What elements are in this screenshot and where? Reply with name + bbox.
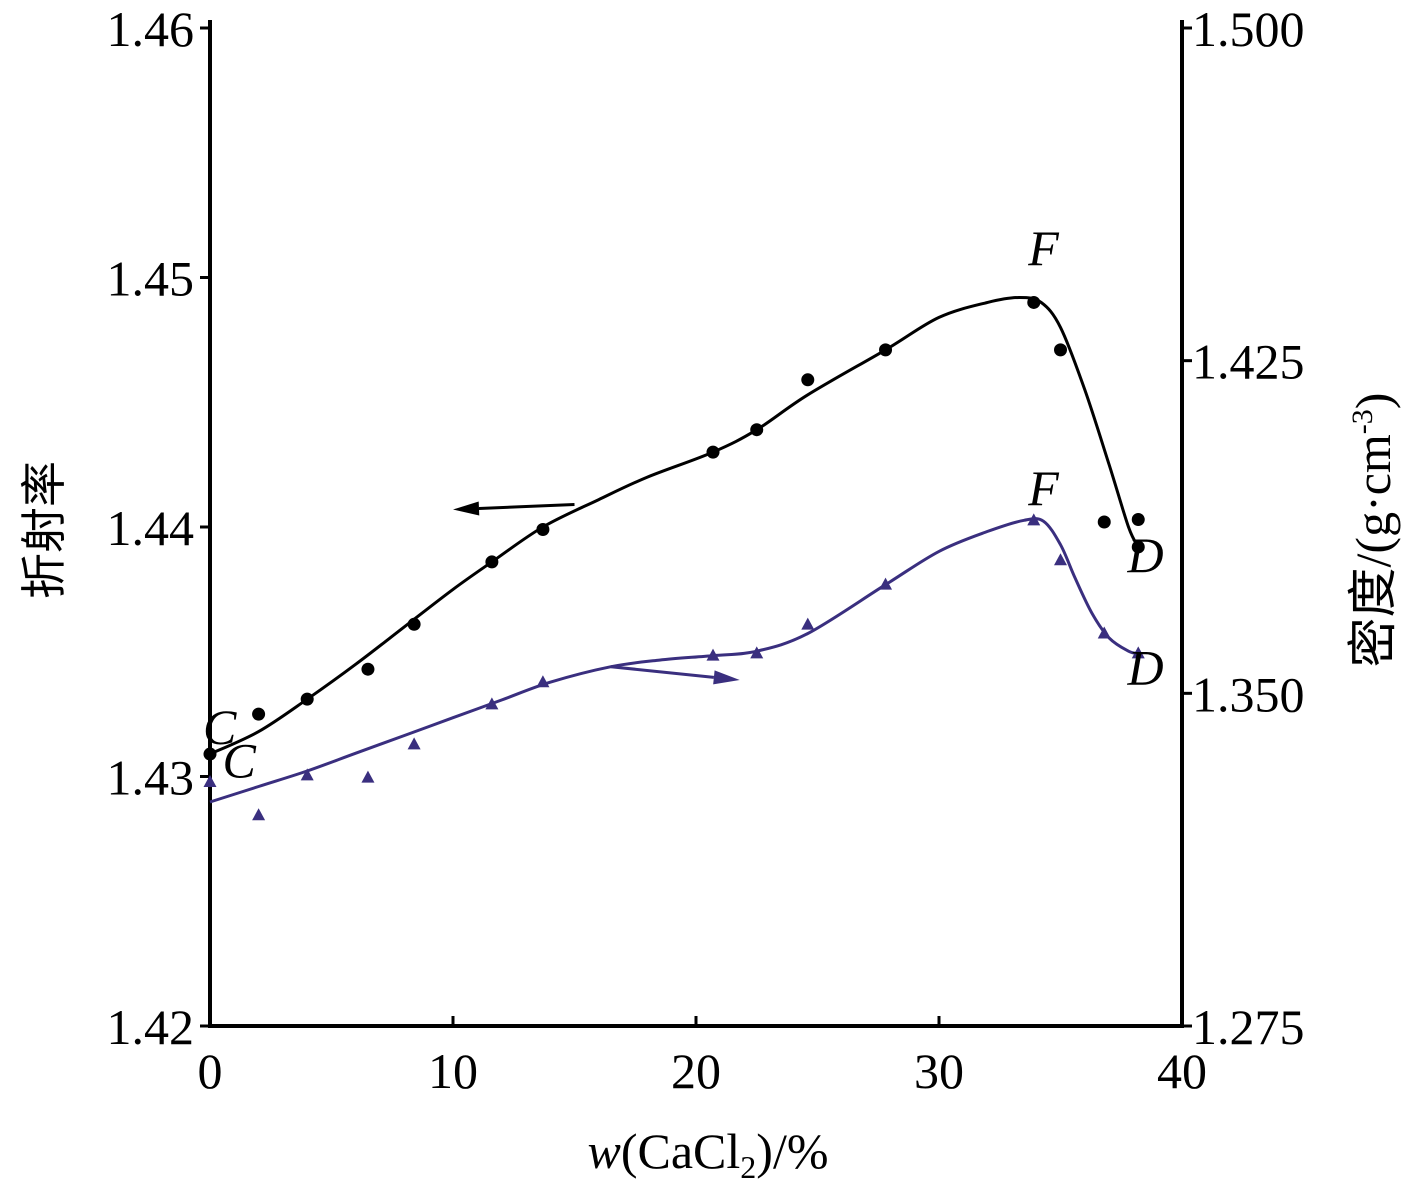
series-2-point bbox=[252, 808, 266, 821]
series-2-line bbox=[209, 517, 1139, 804]
x-axis-title-pre: (CaCl bbox=[621, 1123, 740, 1179]
series-1-point bbox=[750, 423, 764, 437]
series-1-point bbox=[300, 692, 314, 706]
series-1-point bbox=[1027, 295, 1041, 309]
point-label-c: C bbox=[203, 699, 237, 755]
series-1-point bbox=[706, 445, 720, 459]
series-2-point bbox=[1097, 626, 1111, 639]
right-tick-label: 1.425 bbox=[1192, 334, 1305, 390]
point-label-c: C bbox=[222, 733, 256, 789]
x-axis-title-post: )/% bbox=[756, 1123, 828, 1179]
arrow-1-shaft bbox=[478, 503, 575, 510]
left-tick-label: 1.46 bbox=[107, 1, 195, 57]
series-2-point bbox=[407, 737, 421, 750]
series-2-point bbox=[536, 675, 550, 688]
series-2-point bbox=[879, 577, 893, 590]
series-1-point bbox=[1054, 343, 1067, 357]
point-label-d: D bbox=[1126, 639, 1163, 695]
right-axis-title: 密度/(g·cm-3) bbox=[1345, 393, 1401, 668]
arrow-1-head bbox=[453, 501, 480, 516]
x-tick-label: 0 bbox=[198, 1043, 223, 1099]
series-markers bbox=[203, 295, 1145, 821]
series-1-point bbox=[1131, 513, 1145, 527]
series-1-point bbox=[1131, 540, 1145, 554]
left-axis-title: 折射率 bbox=[17, 461, 71, 599]
series-1-point bbox=[801, 373, 815, 387]
series-1-point bbox=[407, 617, 421, 631]
right-axis-ticks: 1.275 1.350 1.425 1.500 bbox=[1182, 1, 1305, 1055]
x-axis-title-subscript: 2 bbox=[740, 1149, 756, 1181]
series-2-point bbox=[706, 648, 720, 661]
right-axis-title-superscript: -3 bbox=[1346, 409, 1379, 434]
series-2-point bbox=[485, 697, 499, 710]
point-label-d: D bbox=[1126, 527, 1163, 583]
series-2-point bbox=[801, 617, 815, 630]
left-axis-ticks: 1.42 1.43 1.44 1.45 1.46 bbox=[107, 1, 210, 1055]
x-axis-title-variable: w bbox=[588, 1123, 621, 1179]
x-tick-label: 20 bbox=[671, 1043, 721, 1099]
series-1-point bbox=[879, 343, 893, 357]
series-1-point bbox=[536, 522, 550, 536]
point-annotations: CC F F DD bbox=[203, 220, 1164, 789]
series-1-point bbox=[485, 555, 499, 569]
series-1-point bbox=[203, 747, 217, 761]
left-tick-label: 1.43 bbox=[107, 750, 195, 806]
point-label-f: F bbox=[1027, 460, 1059, 516]
series-1-point bbox=[252, 707, 266, 721]
series-1-point bbox=[1097, 515, 1111, 529]
series-2-point bbox=[750, 646, 764, 659]
x-tick-label: 30 bbox=[914, 1043, 964, 1099]
right-tick-label: 1.275 bbox=[1192, 999, 1305, 1055]
right-tick-label: 1.350 bbox=[1192, 666, 1305, 722]
series-2-point bbox=[361, 770, 375, 783]
right-tick-label: 1.500 bbox=[1192, 1, 1305, 57]
series-2-point bbox=[300, 768, 314, 781]
series-2-point bbox=[1131, 646, 1145, 659]
series-2-point bbox=[1054, 553, 1067, 566]
x-tick-label: 10 bbox=[428, 1043, 478, 1099]
left-tick-label: 1.45 bbox=[107, 251, 195, 307]
series-2-point bbox=[1027, 513, 1041, 526]
arrow-2-head bbox=[713, 670, 740, 685]
series-curves bbox=[209, 295, 1140, 804]
x-axis-ticks: 0 10 20 30 40 bbox=[198, 1016, 1207, 1099]
right-axis-title-main: 密度/(g·cm bbox=[1345, 434, 1401, 667]
x-tick-label: 40 bbox=[1157, 1043, 1207, 1099]
x-axis-title: w(CaCl2)/% bbox=[588, 1123, 829, 1181]
right-axis-title-close: ) bbox=[1345, 393, 1401, 410]
series-1-point bbox=[361, 662, 375, 676]
point-label-f: F bbox=[1027, 220, 1059, 276]
series-1-line bbox=[209, 295, 1140, 756]
arrow-2-shaft bbox=[610, 665, 715, 679]
series-2-point bbox=[203, 775, 217, 788]
left-tick-label: 1.42 bbox=[107, 999, 195, 1055]
left-tick-label: 1.44 bbox=[107, 500, 195, 556]
axis-arrows bbox=[453, 501, 740, 685]
